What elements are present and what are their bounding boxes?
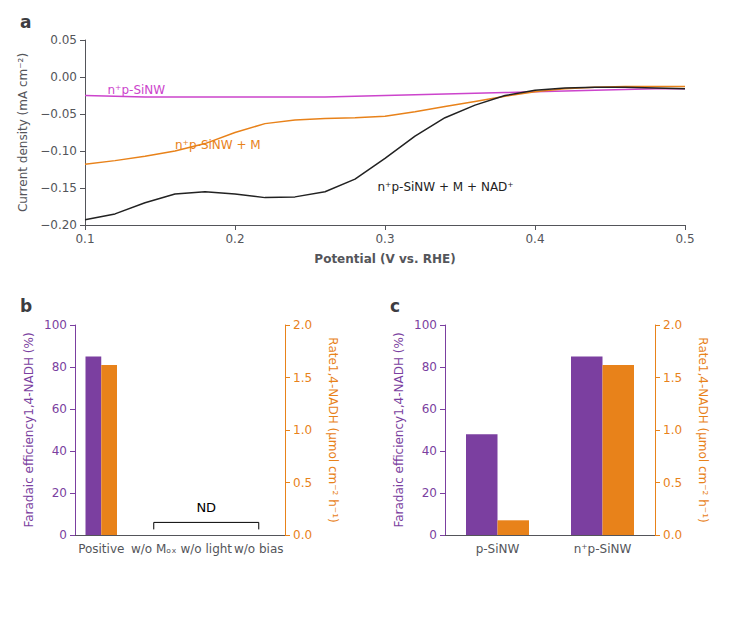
svg-text:2.0: 2.0 bbox=[663, 318, 682, 332]
svg-text:c: c bbox=[390, 296, 400, 316]
svg-text:w/o Mₒₓ: w/o Mₒₓ bbox=[131, 542, 177, 556]
svg-text:100: 100 bbox=[414, 318, 437, 332]
svg-text:0.5: 0.5 bbox=[675, 232, 694, 246]
svg-text:2.0: 2.0 bbox=[293, 318, 312, 332]
svg-text:Rate1,4-NADH (μmol cm⁻² h⁻¹): Rate1,4-NADH (μmol cm⁻² h⁻¹) bbox=[326, 337, 340, 522]
svg-text:0.05: 0.05 bbox=[50, 33, 77, 47]
svg-text:0.5: 0.5 bbox=[663, 476, 682, 490]
svg-text:−0.15: −0.15 bbox=[40, 181, 77, 195]
svg-text:80: 80 bbox=[422, 360, 437, 374]
svg-text:Faradaic efficiency1,4-NADH (%: Faradaic efficiency1,4-NADH (%) bbox=[392, 332, 406, 527]
svg-text:w/o light: w/o light bbox=[180, 542, 232, 556]
svg-text:60: 60 bbox=[52, 402, 67, 416]
svg-text:0.3: 0.3 bbox=[375, 232, 394, 246]
svg-text:0.4: 0.4 bbox=[525, 232, 544, 246]
svg-text:1.0: 1.0 bbox=[663, 423, 682, 437]
svg-text:1.0: 1.0 bbox=[293, 423, 312, 437]
svg-text:−0.05: −0.05 bbox=[40, 107, 77, 121]
svg-text:100: 100 bbox=[44, 318, 67, 332]
svg-text:20: 20 bbox=[422, 486, 437, 500]
svg-text:n⁺p-SiNW: n⁺p-SiNW bbox=[574, 542, 632, 556]
svg-text:b: b bbox=[20, 296, 32, 316]
svg-text:Current density (mA cm⁻²): Current density (mA cm⁻²) bbox=[16, 53, 30, 212]
svg-text:1.5: 1.5 bbox=[663, 371, 682, 385]
svg-text:w/o bias: w/o bias bbox=[234, 542, 284, 556]
svg-text:0: 0 bbox=[429, 528, 437, 542]
svg-text:p-SiNW: p-SiNW bbox=[476, 542, 520, 556]
svg-text:60: 60 bbox=[422, 402, 437, 416]
svg-text:0.0: 0.0 bbox=[663, 528, 682, 542]
svg-text:40: 40 bbox=[422, 444, 437, 458]
svg-text:0: 0 bbox=[59, 528, 67, 542]
svg-text:Potential (V vs. RHE): Potential (V vs. RHE) bbox=[314, 252, 455, 266]
svg-text:0.5: 0.5 bbox=[293, 476, 312, 490]
svg-text:n⁺p-SiNW: n⁺p-SiNW bbox=[108, 83, 166, 97]
svg-text:−0.10: −0.10 bbox=[40, 144, 77, 158]
svg-text:−0.20: −0.20 bbox=[40, 218, 77, 232]
svg-text:0.2: 0.2 bbox=[225, 232, 244, 246]
svg-text:ND: ND bbox=[196, 500, 216, 515]
svg-text:20: 20 bbox=[52, 486, 67, 500]
svg-text:0.1: 0.1 bbox=[75, 232, 94, 246]
svg-text:n⁺p-SiNW + M + NAD⁺: n⁺p-SiNW + M + NAD⁺ bbox=[378, 180, 514, 194]
svg-text:80: 80 bbox=[52, 360, 67, 374]
svg-text:n⁺p-SiNW + M: n⁺p-SiNW + M bbox=[175, 138, 261, 152]
svg-text:Positive: Positive bbox=[78, 542, 124, 556]
svg-text:0.00: 0.00 bbox=[50, 70, 77, 84]
svg-text:1.5: 1.5 bbox=[293, 371, 312, 385]
svg-text:Rate1,4-NADH (μmol cm⁻² h⁻¹): Rate1,4-NADH (μmol cm⁻² h⁻¹) bbox=[696, 337, 710, 522]
svg-text:40: 40 bbox=[52, 444, 67, 458]
svg-text:a: a bbox=[20, 12, 31, 32]
svg-text:0.0: 0.0 bbox=[293, 528, 312, 542]
svg-text:Faradaic efficiency1,4-NADH (%: Faradaic efficiency1,4-NADH (%) bbox=[22, 332, 36, 527]
